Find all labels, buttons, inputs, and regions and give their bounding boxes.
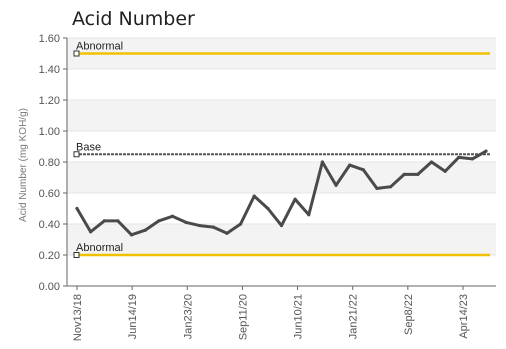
reference-lines: Abnormal Base Abnormal bbox=[73, 41, 490, 258]
data-point bbox=[388, 185, 393, 189]
x-tick-label: Nov13/18 bbox=[72, 294, 84, 341]
data-point bbox=[116, 219, 120, 223]
y-axis-label: Acid Number (mg KOH/g) bbox=[18, 108, 29, 222]
reference-line-label: Base bbox=[76, 141, 101, 153]
data-point bbox=[429, 160, 434, 164]
y-tick-label: 0.60 bbox=[39, 188, 60, 200]
y-tick-labels: 0.00 0.20 0.40 0.60 0.80 1.00 1.20 1.40 1.60 bbox=[39, 33, 60, 293]
data-point bbox=[416, 172, 420, 176]
reference-line-marker bbox=[73, 50, 80, 57]
data-point bbox=[252, 194, 256, 198]
data-point bbox=[457, 155, 461, 159]
x-tick-label: Jun10/21 bbox=[293, 294, 305, 339]
x-tick-labels: Nov13/18 Jun14/19 Jan23/20 Sep11/20 Jun10/21… bbox=[72, 294, 470, 341]
reference-line-label: Abnormal bbox=[76, 242, 123, 254]
y-tick-label: 0.00 bbox=[39, 281, 60, 293]
data-point bbox=[470, 157, 474, 161]
data-point bbox=[129, 233, 134, 237]
reference-line-marker bbox=[73, 252, 80, 258]
x-tick-label: Apr14/23 bbox=[458, 294, 470, 339]
data-point bbox=[320, 160, 324, 164]
y-tick-label: 0.80 bbox=[39, 157, 60, 169]
data-point bbox=[266, 206, 270, 211]
plot-band bbox=[67, 100, 496, 131]
plot-band bbox=[67, 162, 496, 193]
reference-line-marker bbox=[73, 151, 80, 158]
reference-line-label: Abnormal bbox=[76, 41, 123, 53]
chart-title: Acid Number bbox=[72, 8, 195, 30]
y-tick-label: 0.40 bbox=[39, 219, 60, 231]
x-tick-label: Sep11/20 bbox=[237, 294, 249, 340]
x-tick-label: Jan23/20 bbox=[182, 294, 194, 339]
data-point bbox=[170, 214, 175, 218]
axes bbox=[63, 37, 496, 290]
data-point bbox=[143, 228, 147, 232]
data-point bbox=[239, 222, 243, 226]
data-point bbox=[348, 163, 352, 167]
data-point bbox=[184, 220, 188, 225]
data-point bbox=[157, 219, 161, 223]
x-tick-label: Jun14/19 bbox=[127, 294, 139, 339]
data-point bbox=[225, 231, 229, 235]
data-point bbox=[307, 213, 311, 217]
data-point bbox=[211, 225, 215, 229]
y-tick-label: 1.60 bbox=[39, 33, 60, 45]
y-tick-label: 1.00 bbox=[39, 126, 60, 138]
x-tick-label: Sep8/22 bbox=[403, 294, 415, 335]
data-point bbox=[293, 197, 297, 201]
x-tick-label: Jan21/22 bbox=[348, 294, 360, 339]
data-point bbox=[89, 230, 93, 234]
data-point bbox=[361, 168, 365, 172]
data-point bbox=[334, 183, 338, 187]
data-point bbox=[198, 223, 202, 228]
data-point bbox=[75, 206, 79, 211]
y-tick-label: 0.20 bbox=[39, 250, 60, 262]
y-tick-label: 1.20 bbox=[39, 95, 60, 107]
data-series bbox=[75, 149, 488, 237]
y-tick-label: 1.40 bbox=[39, 64, 60, 76]
data-point bbox=[375, 186, 379, 190]
plot-band bbox=[67, 224, 496, 255]
data-point bbox=[443, 169, 447, 173]
data-point bbox=[102, 219, 106, 223]
data-point bbox=[402, 172, 406, 176]
data-point bbox=[279, 223, 284, 228]
data-point bbox=[484, 149, 488, 153]
